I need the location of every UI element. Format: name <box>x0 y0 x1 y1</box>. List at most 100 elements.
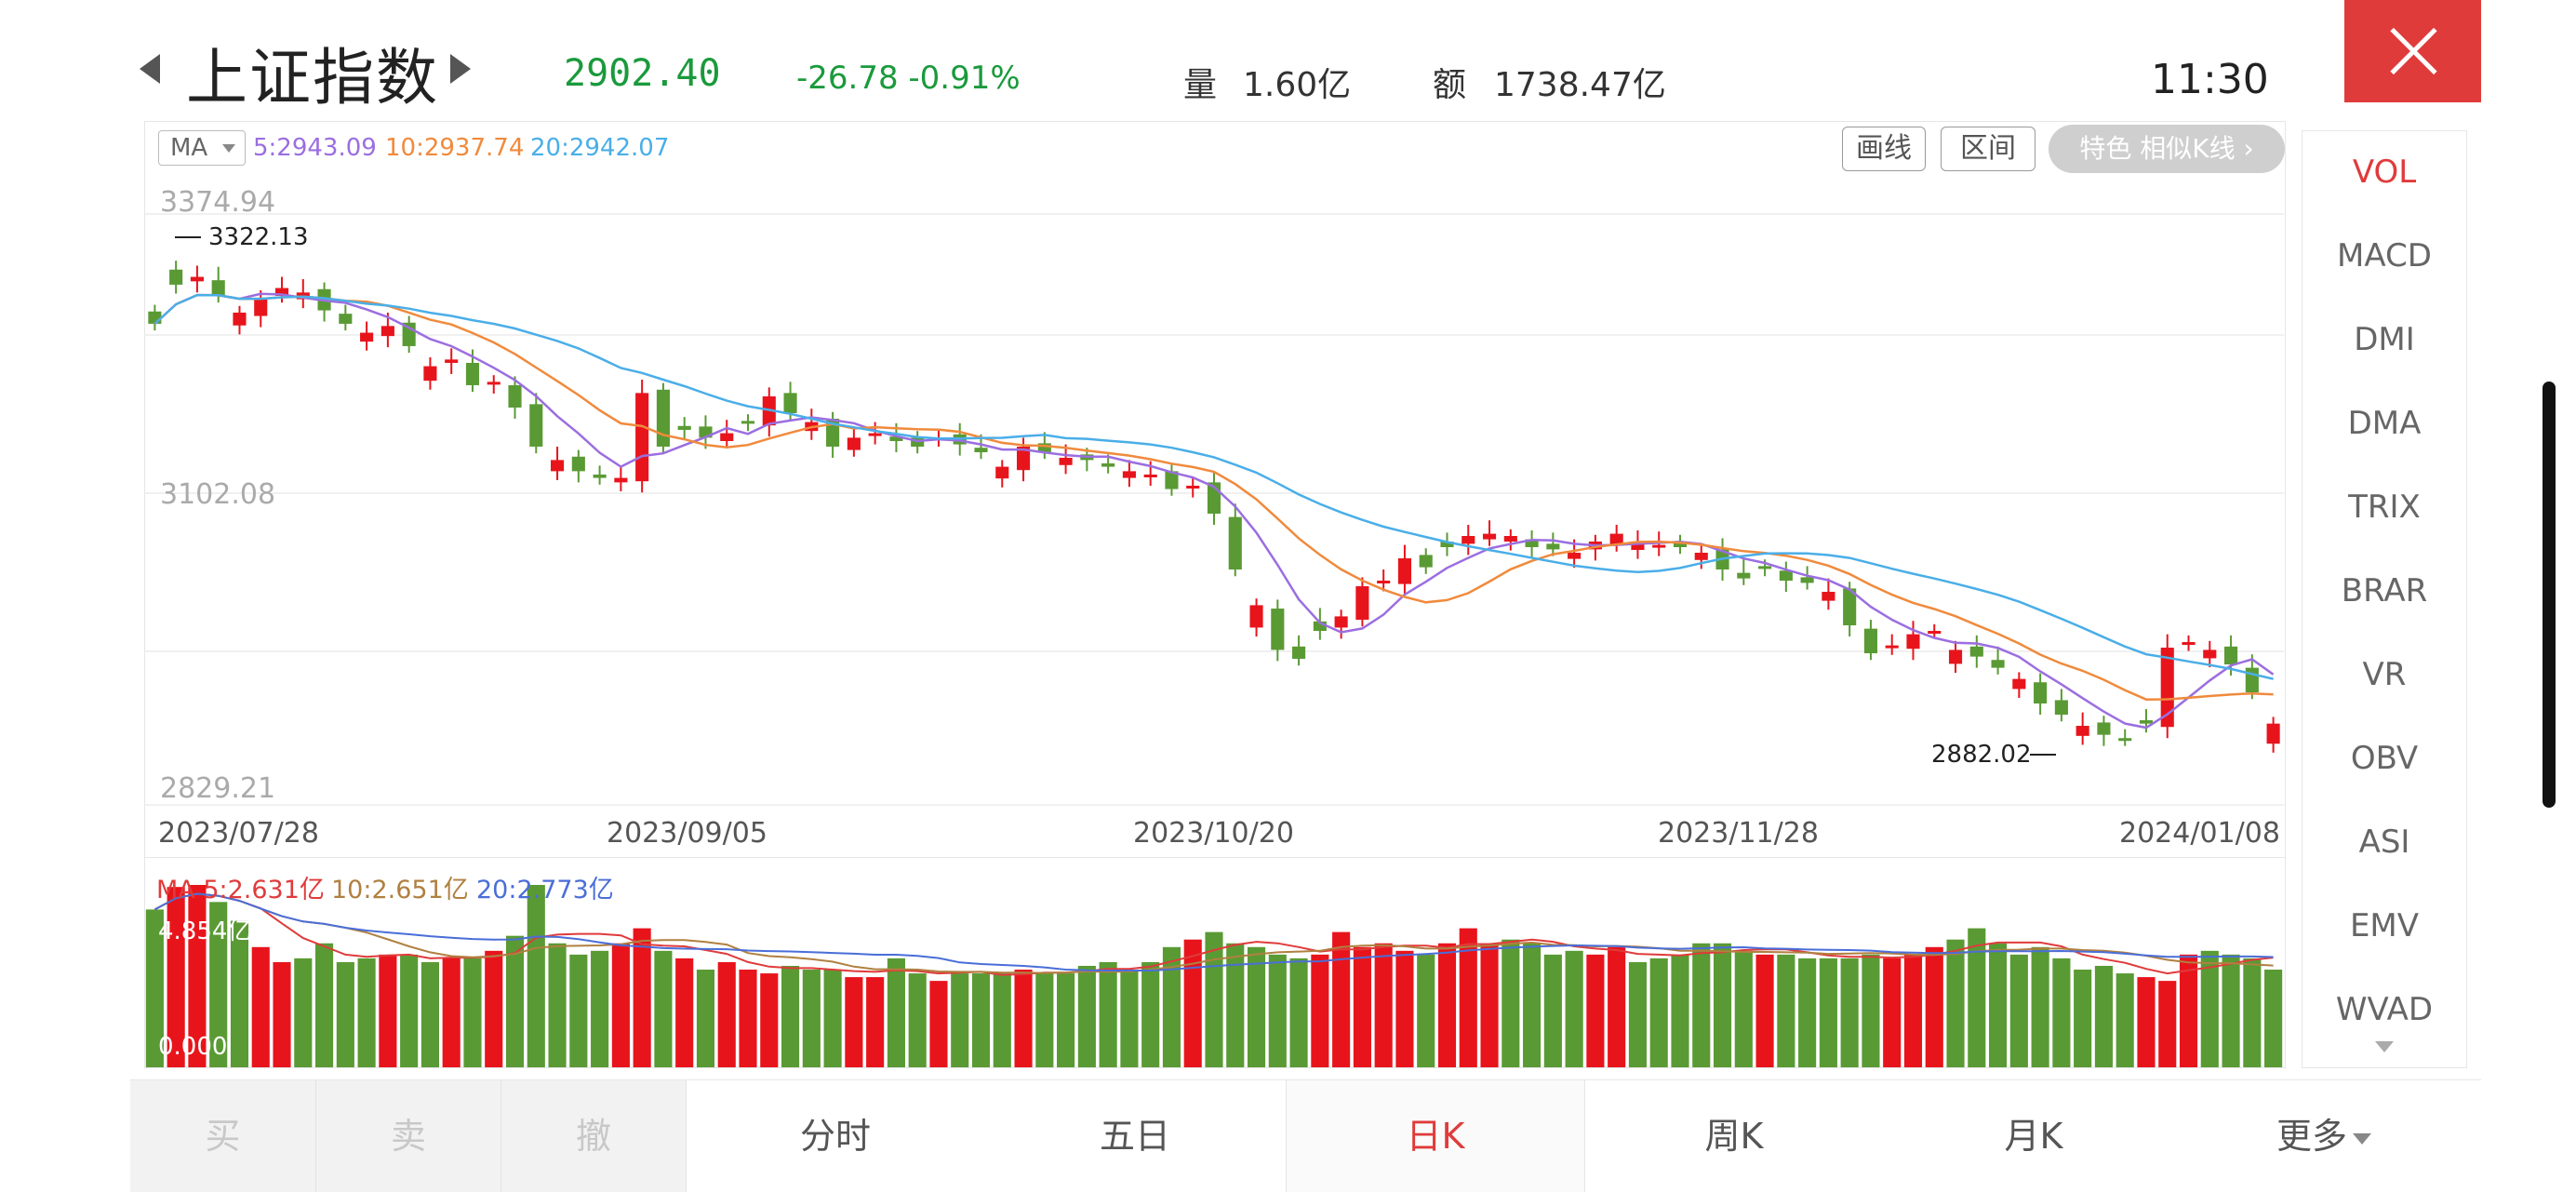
x-label: 2024/01/08 <box>2119 817 2280 850</box>
candle <box>169 269 183 285</box>
vol-y-top: 4.854亿 <box>158 917 252 945</box>
close-button[interactable] <box>2344 0 2481 102</box>
volume-bar <box>591 950 609 1067</box>
volume-bar <box>1226 943 1245 1067</box>
volume-bar <box>1502 939 1520 1067</box>
volume-bar <box>273 961 291 1067</box>
tab-intraday[interactable]: 分时 <box>799 1116 871 1157</box>
volume-bar <box>1268 954 1287 1067</box>
scrollbar[interactable] <box>2543 382 2556 808</box>
y-label-top: 3374.94 <box>160 186 276 219</box>
candle <box>2118 738 2132 742</box>
bottom-toolbar: 买 卖 撤 分时 五日 日K 周K 月K 更多 <box>130 1079 2481 1192</box>
prev-stock-arrow-icon[interactable] <box>140 54 160 84</box>
draw-line-button[interactable]: 画线 <box>1842 127 1926 171</box>
candle <box>1928 631 1942 635</box>
x-label: 2023/10/20 <box>1133 817 1294 850</box>
indicator-brar[interactable]: BRAR <box>2341 572 2428 609</box>
volume-bar <box>781 965 800 1067</box>
indicator-trix[interactable]: TRIX <box>2348 489 2421 526</box>
amount-label: 额 <box>1433 66 1467 104</box>
more-button[interactable]: 更多 <box>2184 1080 2463 1192</box>
more-label: 更多 <box>2276 1116 2347 1157</box>
volume-bar <box>1692 943 1711 1067</box>
volume-bar <box>145 909 164 1067</box>
volume-bar <box>2179 954 2198 1067</box>
candle <box>2054 700 2068 716</box>
vol-ma10-line <box>153 892 2274 974</box>
candle <box>635 393 649 482</box>
candle <box>1313 621 1327 632</box>
tab-daily-k[interactable]: 日K <box>1286 1080 1585 1192</box>
ma5-line <box>153 292 2275 730</box>
x-label: 2023/09/05 <box>607 817 767 850</box>
tab-five-day[interactable]: 五日 <box>1099 1116 1170 1157</box>
indicator-asi[interactable]: ASI <box>2358 824 2410 861</box>
candle <box>1101 462 1115 467</box>
ma20-line <box>153 293 2274 680</box>
volume-bar <box>760 973 779 1067</box>
kline-chart[interactable] <box>144 121 2286 858</box>
candle <box>677 425 691 430</box>
volume-bar <box>1649 958 1668 1067</box>
candle <box>1355 586 1369 621</box>
indicator-macd[interactable]: MACD <box>2337 237 2432 275</box>
vol-ma10-value: 10:2.651亿 <box>331 876 469 904</box>
indicator-dma[interactable]: DMA <box>2347 405 2422 442</box>
volume-bar <box>1968 928 1986 1067</box>
volume-bar <box>1353 946 1371 1067</box>
sell-button[interactable]: 卖 <box>316 1080 501 1192</box>
candle <box>741 421 755 424</box>
more-indicators-chevron-icon[interactable] <box>2375 1041 2394 1052</box>
indicator-vol[interactable]: VOL <box>2352 154 2417 191</box>
volume-bar <box>929 981 948 1067</box>
vol-ma20-line <box>153 892 2274 971</box>
x-label: 2023/11/28 <box>1658 817 1819 850</box>
volume-canvas <box>145 885 2283 1067</box>
volume-bar <box>1565 950 1583 1067</box>
range-button[interactable]: 区间 <box>1941 127 2035 171</box>
candle <box>1503 535 1517 542</box>
ma-type-select[interactable]: MA <box>158 130 246 166</box>
indicator-vr[interactable]: VR <box>2362 656 2407 693</box>
indicator-emv[interactable]: EMV <box>2349 907 2420 944</box>
volume-bar <box>1057 973 1075 1067</box>
volume-bar <box>1437 943 1457 1067</box>
volume-bar <box>1417 954 1435 1067</box>
volume-bar <box>1523 943 1542 1067</box>
volume-bar <box>1586 954 1605 1067</box>
volume-bar <box>1883 958 1902 1067</box>
vol-ma5-value: MA 5:2.631亿 <box>156 876 325 904</box>
ma10-line <box>153 293 2274 701</box>
volume-bar <box>675 958 694 1067</box>
high-marker-line <box>175 236 201 238</box>
indicator-dmi[interactable]: DMI <box>2354 321 2415 358</box>
volume-bar <box>1608 946 1626 1067</box>
candle <box>1397 558 1412 584</box>
indicator-obv[interactable]: OBV <box>2350 740 2419 777</box>
volume-bar <box>1840 958 1859 1067</box>
candle <box>995 466 1009 479</box>
tab-monthly-k[interactable]: 月K <box>2004 1116 2063 1157</box>
next-stock-arrow-icon[interactable] <box>450 54 471 84</box>
candle <box>380 326 394 337</box>
volume-bar <box>379 954 397 1067</box>
candle <box>274 288 289 296</box>
volume-bar <box>1903 954 1923 1067</box>
volume-bar <box>951 973 969 1067</box>
candle <box>508 384 522 408</box>
buy-button[interactable]: 买 <box>130 1080 316 1192</box>
volume-chart[interactable] <box>144 857 2286 1068</box>
candle <box>1906 634 1920 650</box>
candle <box>1609 533 1623 545</box>
similar-kline-button[interactable]: 特色 相似K线 › <box>2049 125 2285 173</box>
y-label-bottom: 2829.21 <box>160 772 276 805</box>
tab-weekly-k[interactable]: 周K <box>1704 1116 1764 1157</box>
indicator-wvad[interactable]: WVAD <box>2335 991 2434 1028</box>
candle <box>2139 720 2154 724</box>
cancel-order-button[interactable]: 撤 <box>501 1080 687 1192</box>
volume-bar <box>739 970 757 1067</box>
volume-bar <box>336 961 354 1067</box>
candle <box>1673 541 1688 547</box>
candle <box>529 404 543 447</box>
